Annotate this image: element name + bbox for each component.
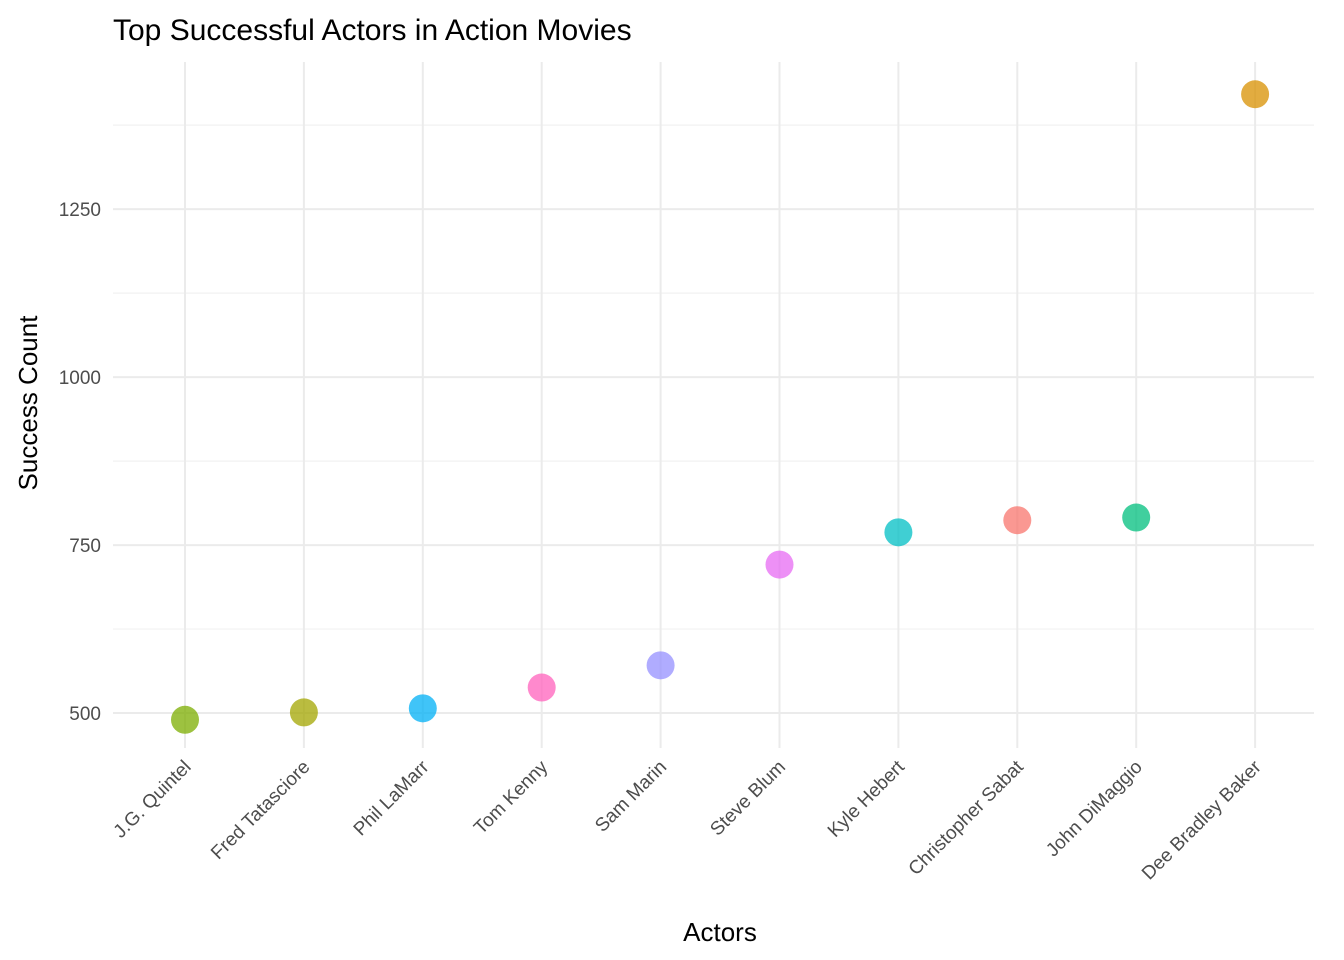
data-point	[171, 705, 199, 734]
x-axis-tick-labels: J.G. Quintel Fred Tatasciore Phil LaMarr To…	[110, 756, 1266, 884]
x-tick-label: Phil LaMarr	[350, 756, 434, 840]
y-tick-label: 1250	[59, 200, 101, 221]
data-point	[765, 550, 794, 579]
chart-title: Top Successful Actors in Action Movies	[113, 14, 632, 47]
x-tick-label: Sam Marin	[591, 757, 671, 837]
x-axis-title: Actors	[683, 917, 757, 947]
data-point	[408, 694, 437, 723]
data-point	[1241, 80, 1270, 109]
data-point	[289, 698, 318, 727]
y-tick-label: 500	[69, 704, 101, 725]
x-tick-label: Kyle Hebert	[824, 756, 910, 842]
x-tick-label: Christopher Sabat	[905, 756, 1029, 880]
x-tick-label: Steve Blum	[706, 757, 790, 841]
data-point	[646, 651, 675, 680]
major-gridlines	[113, 62, 1314, 748]
data-points	[171, 80, 1270, 734]
x-tick-label: Tom Kenny	[470, 756, 552, 838]
x-tick-label: Dee Bradley Baker	[1138, 756, 1266, 884]
data-point	[527, 673, 556, 702]
minor-gridlines	[113, 124, 1314, 630]
y-tick-label: 1000	[59, 368, 101, 389]
data-point	[884, 518, 913, 547]
data-point	[1003, 506, 1032, 535]
x-tick-label: J.G. Quintel	[110, 757, 196, 843]
y-axis-tick-labels: 500 750 1000 1250	[59, 200, 101, 725]
y-axis-title: Success Count	[13, 315, 43, 491]
x-tick-label: Fred Tatasciore	[207, 757, 314, 864]
y-tick-label: 750	[69, 536, 101, 557]
data-point	[1122, 503, 1151, 532]
x-tick-label: John DiMaggio	[1042, 757, 1146, 861]
